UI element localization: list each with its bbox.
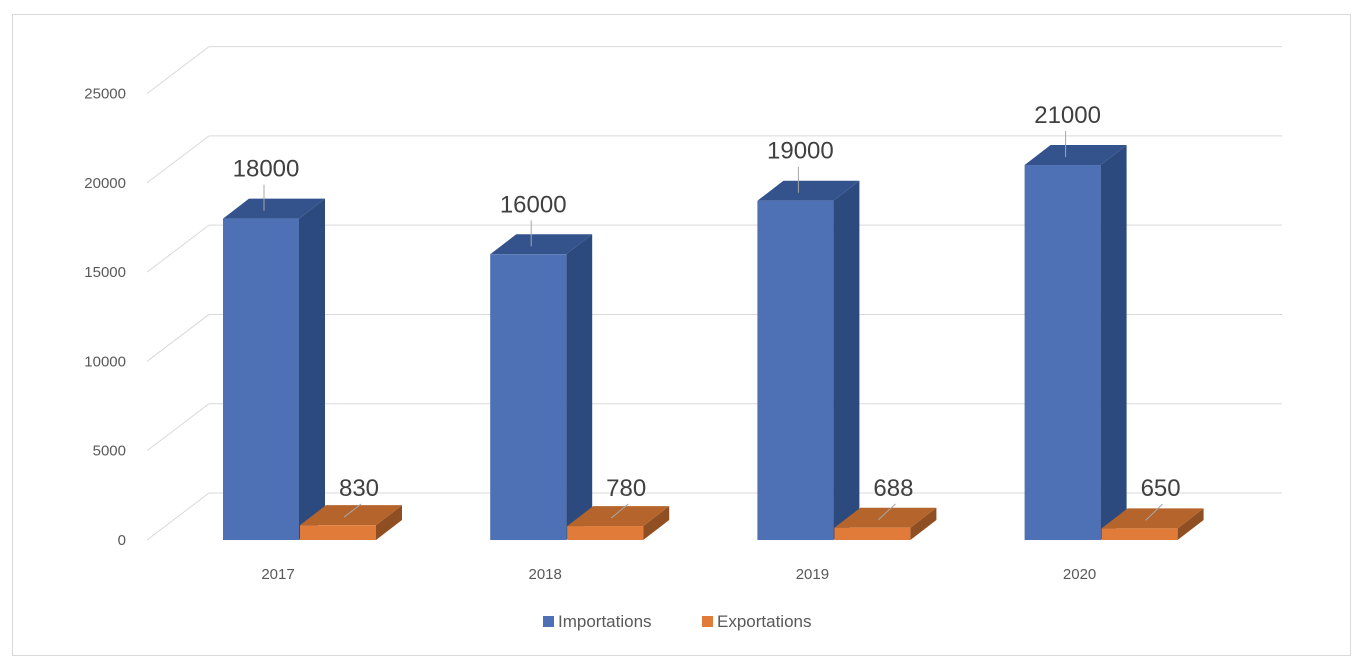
bar-side: [566, 234, 593, 540]
bar-top: [834, 507, 937, 528]
gridline-diagonal: [146, 224, 210, 273]
bar: [757, 180, 860, 540]
x-category-label: 2017: [261, 566, 294, 583]
bar: [300, 505, 402, 540]
bar-top: [300, 505, 402, 526]
bar: [1024, 145, 1127, 541]
bar-front: [490, 254, 567, 540]
bar-top: [1101, 508, 1204, 529]
y-tick-label: 15000: [84, 264, 126, 281]
bar-front: [757, 200, 834, 540]
bar-front: [1024, 165, 1101, 541]
y-tick-label: 20000: [84, 175, 126, 192]
leader-line: [878, 503, 896, 521]
bar-front: [223, 218, 299, 541]
x-axis-categories: 2017 2018 2019 2020: [261, 566, 1096, 583]
leader-line: [610, 503, 629, 519]
legend-label: Exportations: [717, 612, 812, 631]
gridline-diagonal: [146, 403, 210, 452]
bar: [567, 506, 670, 540]
bar-front: [834, 527, 911, 540]
bar-side: [299, 198, 325, 541]
bar: [1101, 508, 1204, 540]
leader-line: [1145, 503, 1163, 521]
gridline-diagonal: [146, 46, 210, 94]
data-label: 650: [1141, 475, 1181, 502]
x-category-label: 2018: [529, 566, 562, 583]
chart-frame: 0 5000 10000 15000 20000 25000 18000 830 16000 7…: [12, 14, 1351, 656]
y-axis-ticks: 0 5000 10000 15000 20000 25000: [84, 86, 126, 549]
legend-swatch: [702, 616, 713, 627]
bars: [223, 145, 1204, 541]
bar: [223, 198, 325, 541]
bar-top: [567, 506, 670, 527]
bar-side: [833, 180, 860, 540]
bar-side: [1100, 145, 1127, 541]
bar: [834, 507, 937, 540]
data-label: 19000: [767, 138, 834, 165]
y-tick-label: 25000: [84, 86, 126, 103]
gridline-diagonal: [146, 492, 210, 541]
data-label: 21000: [1034, 102, 1101, 129]
data-label: 688: [873, 475, 913, 502]
bar-front: [300, 525, 376, 540]
legend-label: Importations: [558, 612, 652, 631]
bar-top: [757, 180, 860, 201]
bar-side: [643, 506, 670, 540]
y-tick-label: 5000: [93, 443, 126, 460]
data-labels: 18000 830 16000 780 19000 688 21000 650: [233, 102, 1181, 521]
bar-chart-3d: 0 5000 10000 15000 20000 25000 18000 830 16000 7…: [84, 46, 1282, 631]
y-tick-label: 10000: [84, 353, 126, 370]
data-label: 830: [339, 475, 379, 502]
x-category-label: 2019: [796, 566, 829, 583]
legend-swatch: [543, 616, 554, 627]
bar-top: [1024, 145, 1127, 166]
bar-side: [910, 507, 937, 540]
bar-top: [490, 234, 593, 255]
bar-side: [1177, 508, 1204, 540]
bar-top: [223, 198, 325, 219]
bar-front: [1101, 528, 1178, 540]
bar-front: [567, 526, 644, 540]
legend: Importations Exportations: [543, 612, 812, 631]
y-tick-label: 0: [118, 532, 126, 549]
x-category-label: 2020: [1063, 566, 1096, 583]
gridline-diagonal: [146, 314, 210, 362]
data-label: 16000: [500, 191, 567, 218]
data-label: 780: [606, 475, 646, 502]
data-label: 18000: [233, 156, 300, 183]
gridline-diagonal: [146, 135, 210, 184]
bar: [490, 234, 593, 540]
bar-side: [376, 505, 402, 540]
leader-line: [343, 503, 362, 518]
